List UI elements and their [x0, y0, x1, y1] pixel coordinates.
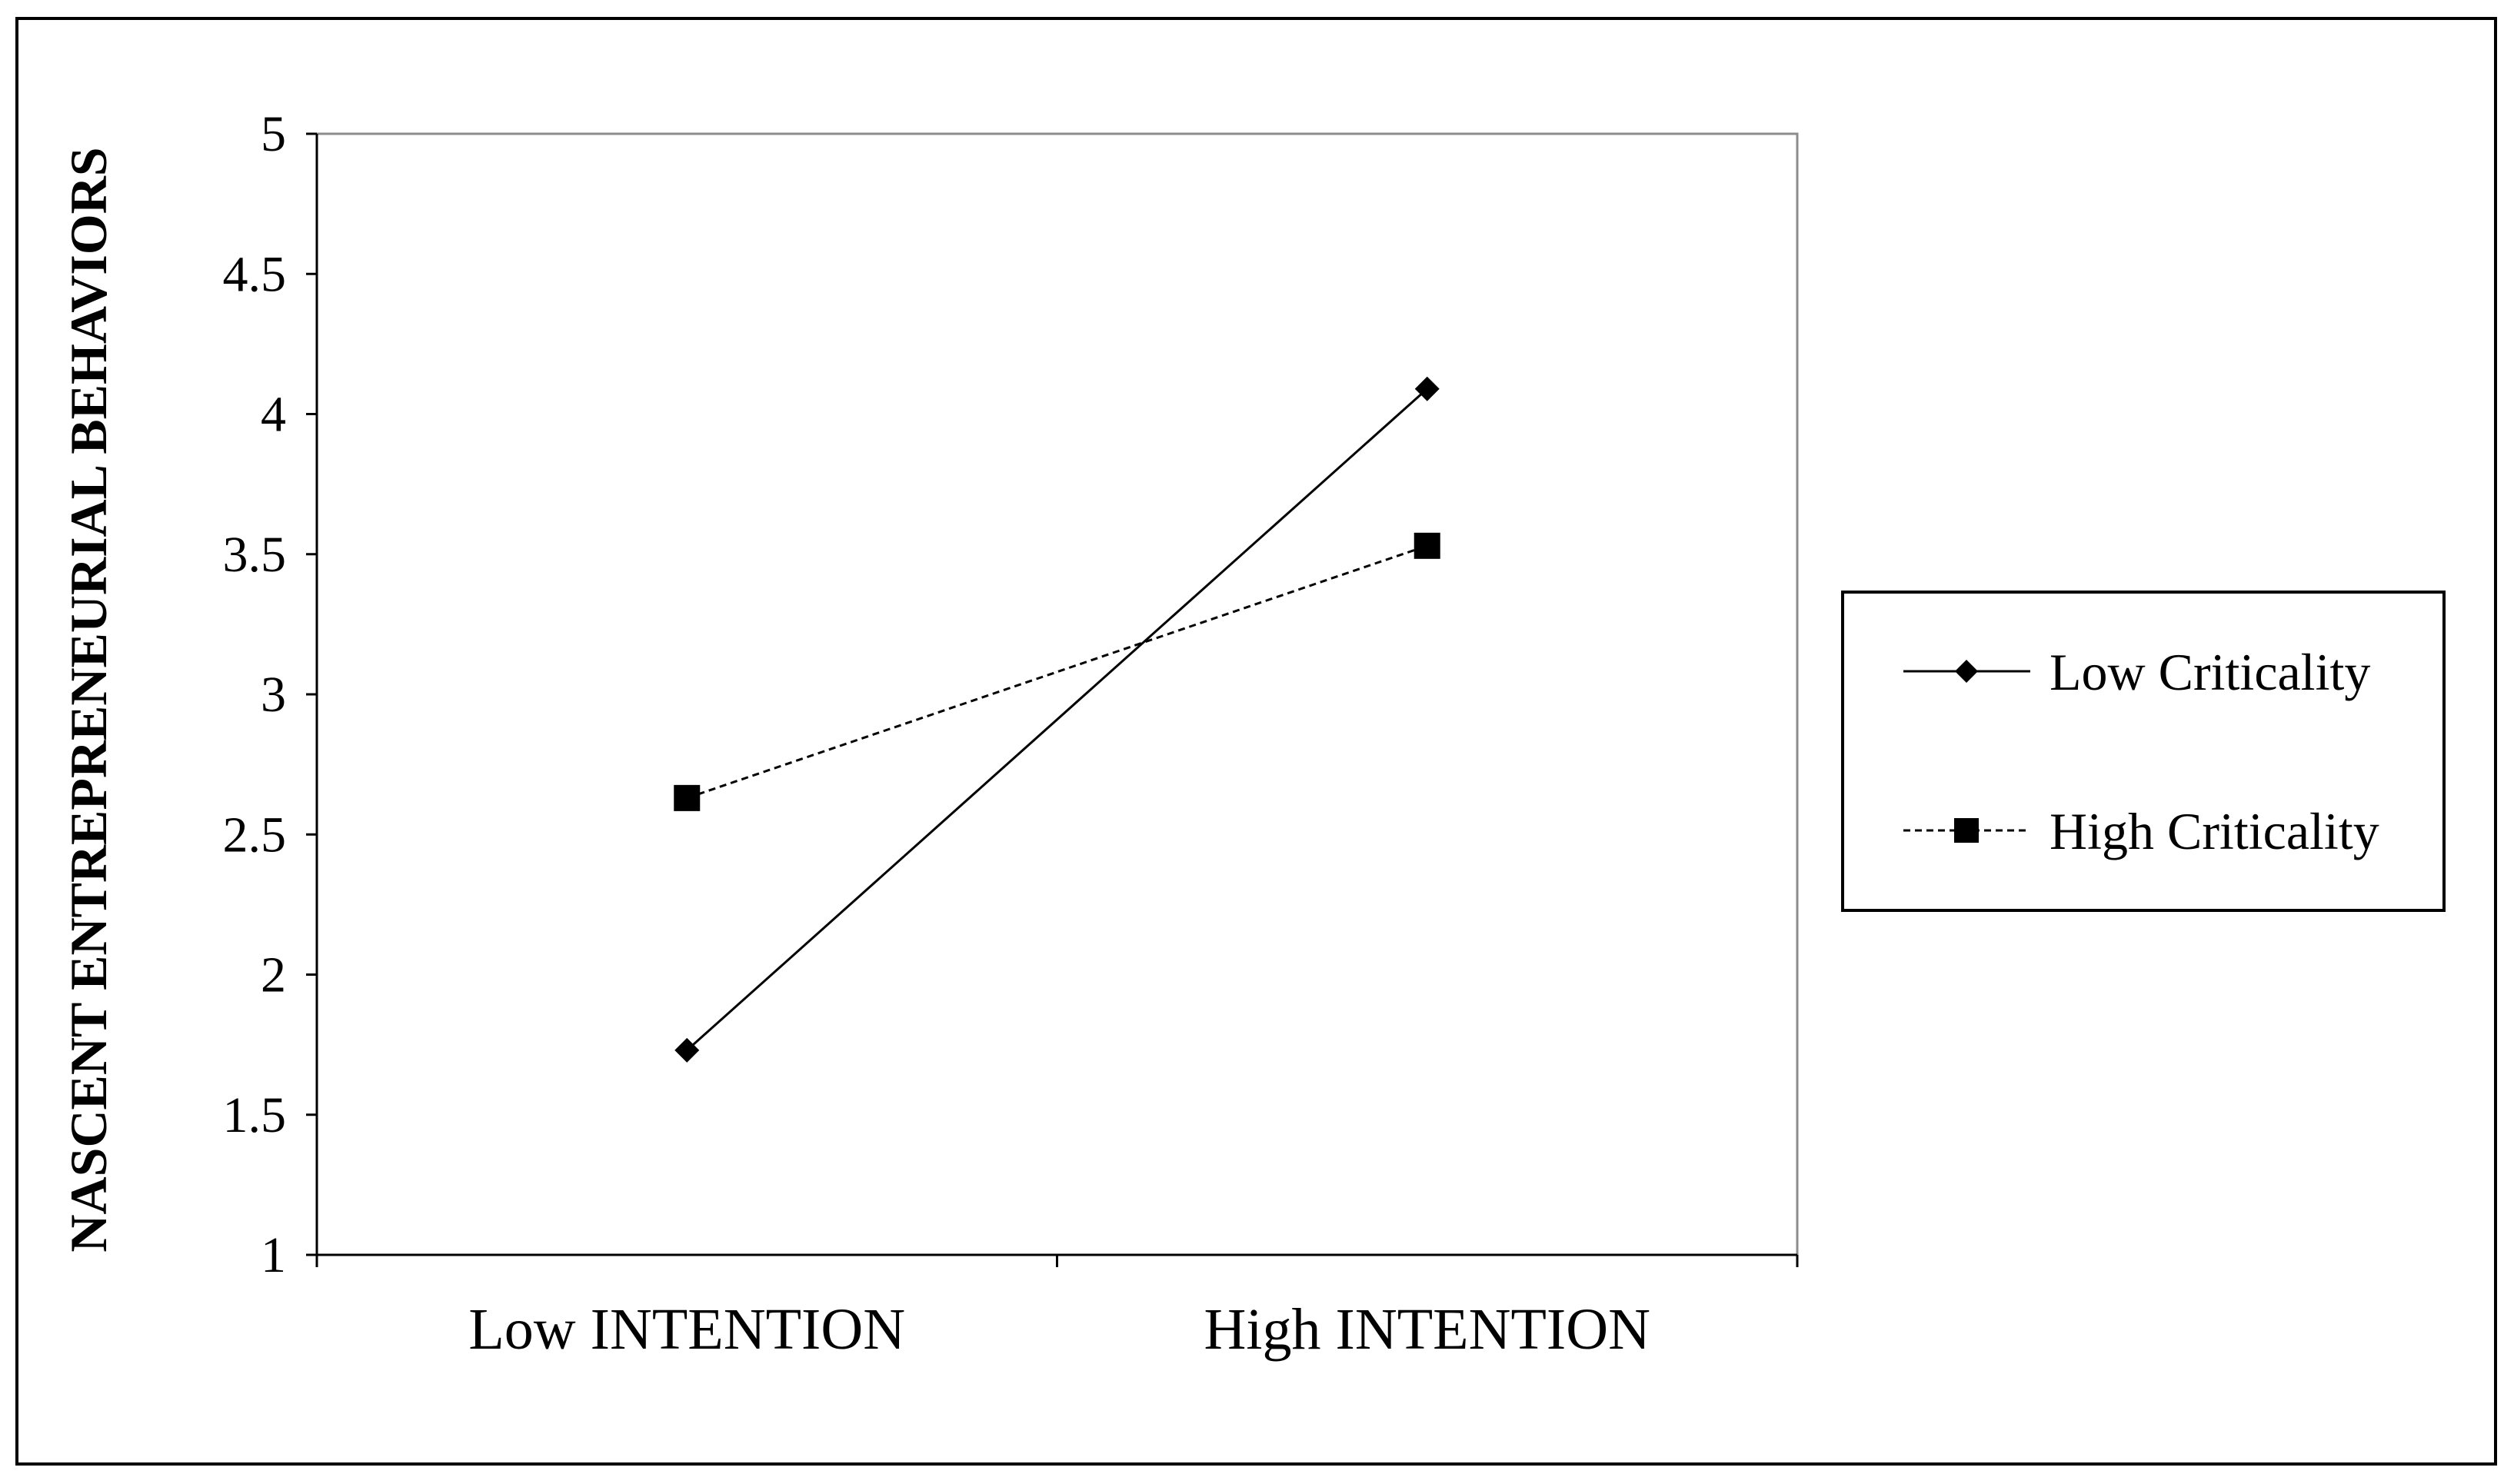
y-ticks: 1 1.5 2 2.5 3 3.5 4 4.5 5	[223, 106, 317, 1283]
legend-marker-high-criticality	[1954, 818, 1979, 843]
y-tick-label: 3.5	[223, 527, 287, 583]
y-tick-label: 4.5	[223, 246, 287, 302]
legend-label-high-criticality: High Criticality	[2049, 802, 2379, 860]
x-tick-label: High INTENTION	[1204, 1297, 1650, 1362]
legend: Low Criticality High Criticality	[1841, 591, 2446, 912]
series-line-high-criticality	[686, 544, 1428, 800]
legend-marker-low-criticality	[1955, 660, 1978, 683]
data-point-high-criticality	[674, 784, 701, 811]
legend-box	[1841, 591, 2446, 912]
data-point-low-criticality	[1414, 376, 1440, 401]
y-tick-label: 1	[261, 1227, 286, 1283]
y-tick-label: 2.5	[223, 807, 287, 863]
y-tick-label: 4	[261, 387, 286, 443]
data-point-high-criticality	[1414, 532, 1440, 559]
x-tick-label: Low INTENTION	[468, 1297, 905, 1362]
y-axis-label: NASCENT ENTREPRENEURIAL BEHAVIORS	[59, 147, 118, 1252]
series-line-low-criticality	[686, 388, 1428, 1052]
y-tick-label: 1.5	[223, 1087, 287, 1143]
data-point-low-criticality	[674, 1037, 700, 1063]
legend-label-low-criticality: Low Criticality	[2049, 643, 2370, 701]
x-ticks: Low INTENTION High INTENTION	[315, 1255, 1799, 1362]
series-layer	[674, 376, 1440, 1063]
y-tick-label: 3	[261, 667, 286, 723]
y-tick-label: 5	[261, 106, 286, 162]
plot-area	[315, 132, 1799, 1256]
y-tick-label: 2	[261, 947, 286, 1003]
